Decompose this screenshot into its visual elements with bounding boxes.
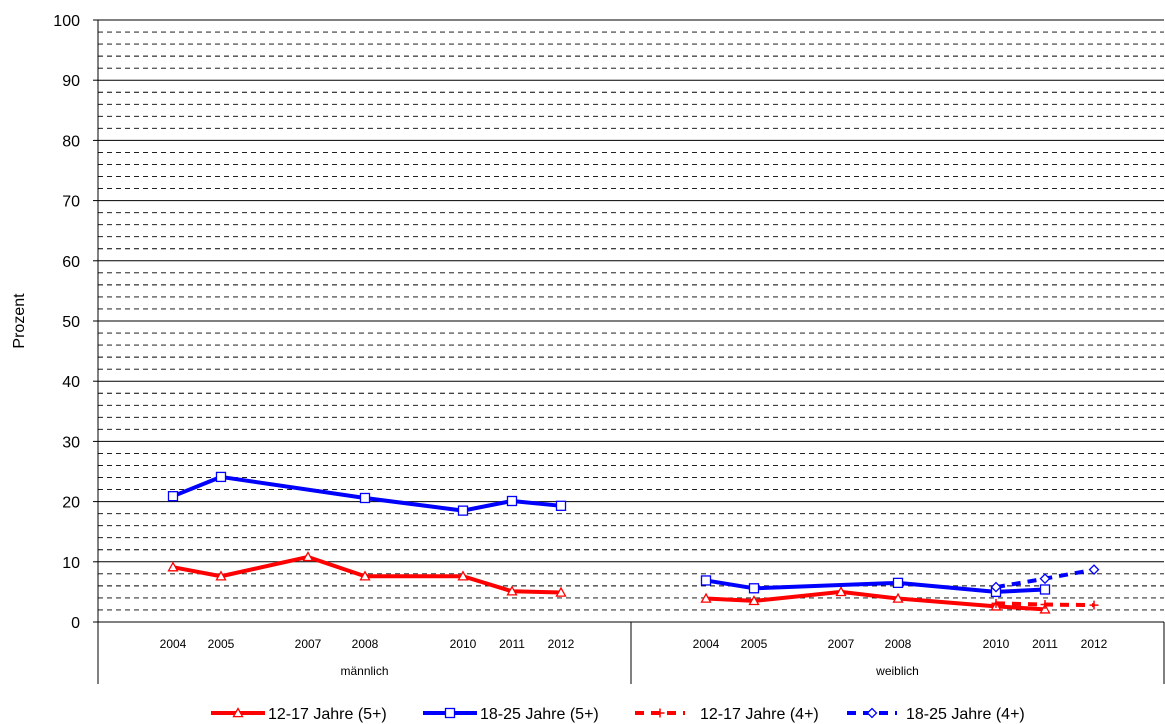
x-tick-label: 2004	[693, 637, 720, 651]
x-tick-label: 2010	[450, 637, 477, 651]
legend-marker	[444, 707, 456, 719]
series-2-line	[172, 474, 562, 513]
x-tick-label: 2004	[160, 637, 187, 651]
legend-item: 12-17 Jahre (4+)	[635, 706, 819, 723]
legend-label: 18-25 Jahre (5+)	[480, 706, 599, 723]
series-2-point	[359, 492, 371, 504]
series-2-point	[892, 577, 904, 589]
series-4-point	[1039, 573, 1051, 585]
x-tick-label: 2007	[828, 637, 855, 651]
series-4	[990, 564, 1100, 593]
x-tick-label: 2012	[1081, 637, 1108, 651]
series-2-point	[215, 471, 227, 483]
series-1-point	[700, 592, 712, 603]
group-label: weiblich	[875, 664, 919, 678]
y-tick-label: 0	[71, 615, 80, 632]
legend-label: 12-17 Jahre (4+)	[700, 706, 819, 723]
y-tick-label: 50	[62, 314, 80, 331]
y-tick-label: 60	[62, 254, 80, 271]
x-tick-label: 2012	[548, 637, 575, 651]
x-tick-label: 2011	[1032, 637, 1058, 651]
y-tick-label: 10	[62, 555, 80, 572]
series-2-point	[555, 500, 567, 511]
y-tick-labels: 0 10 20 30 40 50 60 70 80 90 100	[53, 13, 80, 632]
series-2-point	[457, 505, 469, 516]
series-3-point	[1089, 600, 1099, 610]
series-1	[167, 551, 1051, 614]
legend-label: 18-25 Jahre (4+)	[906, 706, 1025, 723]
x-tick-label: 2007	[295, 637, 322, 651]
series-2-point	[700, 575, 712, 586]
y-axis-label: Prozent	[11, 293, 28, 349]
x-tick-label: 2010	[983, 637, 1010, 651]
y-tick-label: 20	[62, 495, 80, 512]
group-label: männlich	[340, 664, 388, 678]
series-3	[991, 598, 1099, 610]
series-4-point	[990, 581, 1002, 593]
x-tick-label: 2011	[499, 637, 525, 651]
series-1-point	[215, 570, 227, 581]
series	[167, 471, 1100, 614]
y-tick-label: 70	[62, 194, 80, 211]
grid	[98, 19, 1164, 611]
series-1-point	[359, 570, 371, 581]
series-1-point	[748, 595, 760, 606]
y-tick-label: 30	[62, 434, 80, 451]
legend-item: 12-17 Jahre (5+)	[211, 706, 387, 723]
series-2-point	[167, 491, 179, 502]
series-3-point	[1040, 600, 1050, 610]
y-tick-label: 80	[62, 133, 80, 150]
legend: 12-17 Jahre (5+) 18-25 Jahre (5+) 12-17 Ja…	[211, 706, 1025, 723]
series-1-point	[835, 586, 847, 597]
series-1-point	[457, 570, 469, 581]
series-1-point	[302, 551, 314, 562]
y-tick-label: 90	[62, 73, 80, 90]
legend-marker	[866, 707, 878, 719]
legend-marker	[655, 708, 665, 718]
series-2-point	[506, 495, 518, 507]
legend-item: 18-25 Jahre (5+)	[423, 706, 599, 723]
series-1-point	[506, 585, 518, 596]
series-1-point	[892, 592, 904, 603]
x-tick-label: 2008	[885, 637, 912, 651]
series-2-point	[748, 583, 760, 594]
legend-marker	[232, 707, 244, 718]
y-tick-label: 40	[62, 374, 80, 391]
series-2	[167, 471, 1051, 598]
axes	[93, 19, 1165, 684]
y-tick-label: 100	[53, 13, 80, 30]
series-1-point	[167, 561, 179, 572]
series-4-point	[1088, 564, 1100, 576]
x-tick-label: 2008	[352, 637, 379, 651]
series-1-point	[555, 586, 567, 597]
series-3-point	[991, 598, 1001, 608]
x-tick-labels: 2004 2005 2007 2008 2010 2011 2012 männlich 2004…	[160, 637, 1108, 678]
legend-label: 12-17 Jahre (5+)	[268, 706, 387, 723]
x-tick-label: 2005	[741, 637, 768, 651]
legend-item: 18-25 Jahre (4+)	[847, 706, 1025, 723]
series-2-point	[1039, 584, 1051, 595]
x-tick-label: 2005	[208, 637, 235, 651]
series-1-line	[705, 589, 1046, 612]
